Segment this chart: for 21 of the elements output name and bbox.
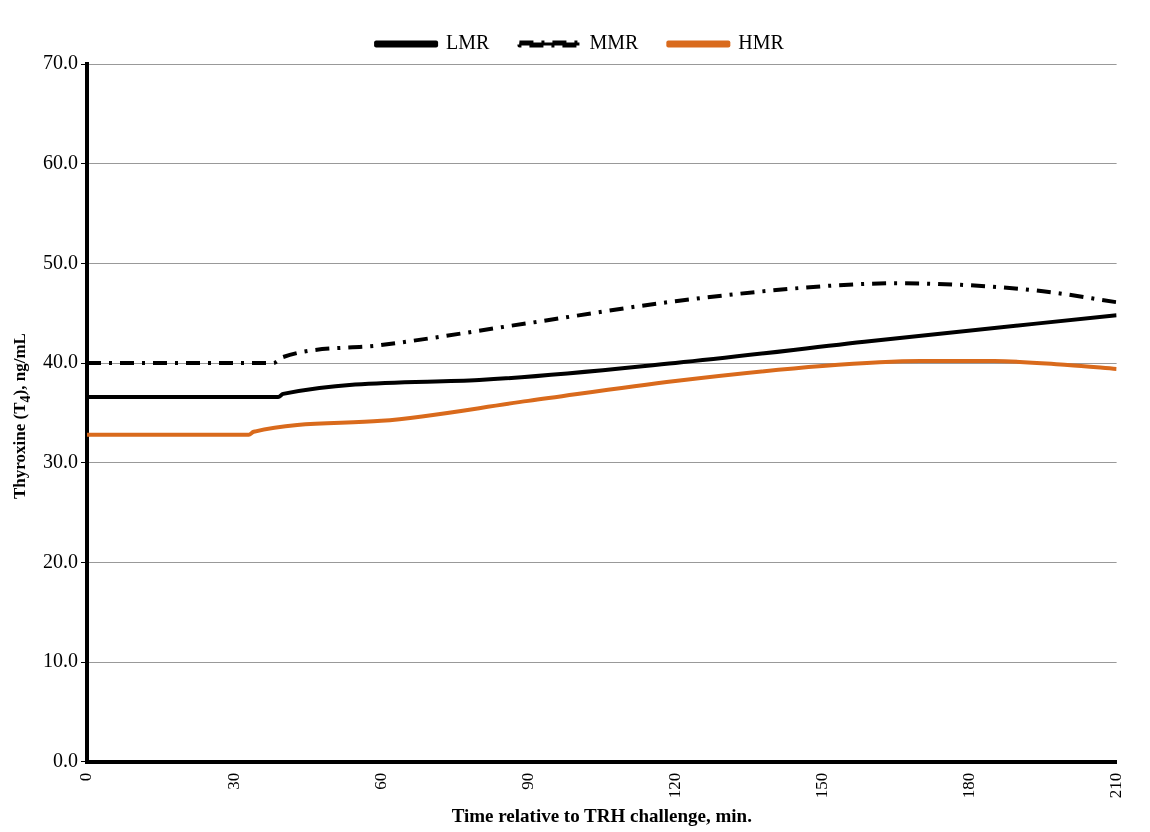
x-tick-label: 210 bbox=[1106, 772, 1126, 799]
x-tick-label: 0 bbox=[76, 772, 96, 782]
y-tick-label: 10.0 bbox=[43, 649, 78, 672]
y-tick-label: 50.0 bbox=[43, 250, 78, 273]
line-series bbox=[87, 359, 1117, 437]
x-tick-label: 180 bbox=[958, 772, 978, 799]
y-tick-label: 0.0 bbox=[53, 748, 78, 771]
x-tick-label: 30 bbox=[223, 772, 243, 790]
legend-label: LMR bbox=[446, 31, 491, 54]
x-tick-label: 120 bbox=[664, 772, 684, 799]
y-tick-label: 20.0 bbox=[43, 549, 78, 572]
x-axis-title: Time relative to TRH challenge, min. bbox=[451, 804, 752, 826]
legend-label: MMR bbox=[589, 31, 639, 54]
y-tick-label: 60.0 bbox=[43, 150, 78, 173]
x-tick-label: 60 bbox=[370, 772, 390, 790]
y-tick-label: 40.0 bbox=[43, 350, 78, 373]
y-tick-label: 70.0 bbox=[43, 51, 78, 74]
x-tick-label: 150 bbox=[811, 772, 831, 799]
x-tick-label: 90 bbox=[517, 772, 537, 790]
y-tick-label: 30.0 bbox=[43, 449, 78, 472]
legend-label: HMR bbox=[738, 31, 785, 54]
